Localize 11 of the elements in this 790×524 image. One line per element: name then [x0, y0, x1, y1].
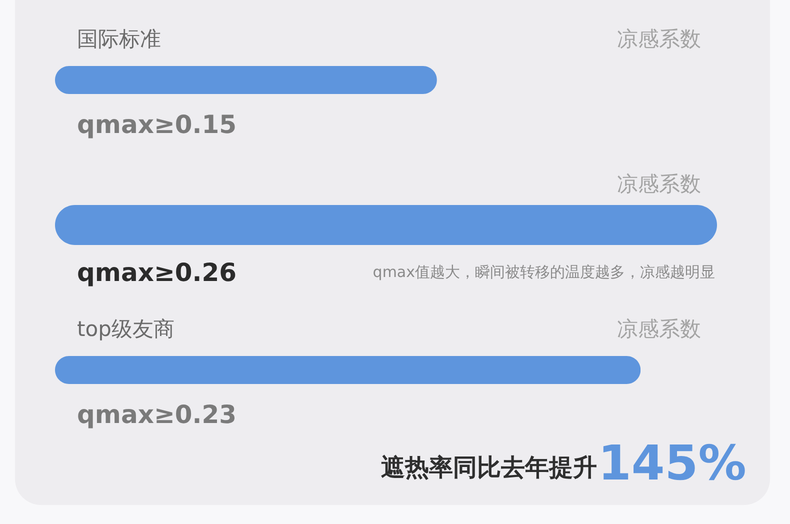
text: 凉感系数 [617, 172, 701, 196]
data-label: qmax≥0.23 [77, 400, 237, 429]
annotation: 遮热率同比去年提升 [381, 454, 597, 482]
x-axis-title: 凉感系数 [617, 27, 701, 51]
annotation: 145% [598, 436, 746, 492]
y-tick-label: top级友商 [77, 317, 174, 341]
text: 凉感系数 [617, 317, 701, 341]
y-tick-label: 国际标准 [77, 27, 161, 51]
data-label: qmax≥0.26 [77, 258, 237, 287]
data-label: qmax≥0.15 [77, 110, 237, 139]
annotation: qmax值越大，瞬间被转移的温度越多，凉感越明显 [372, 263, 715, 281]
